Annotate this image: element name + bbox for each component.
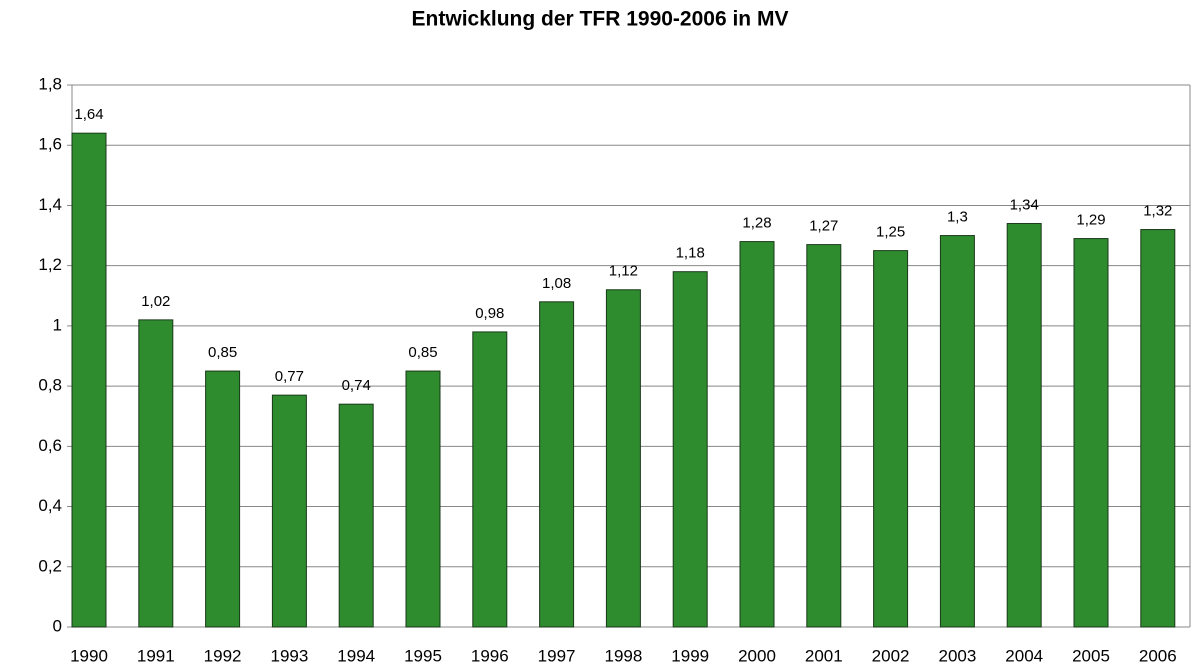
- value-label: 0,85: [208, 344, 237, 361]
- x-tick-label: 2004: [1005, 646, 1043, 665]
- bar: [873, 250, 909, 628]
- value-label: 1,32: [1143, 203, 1172, 220]
- y-tick-label: 1,8: [38, 74, 62, 93]
- value-label: 1,02: [141, 293, 170, 310]
- bar: [472, 331, 508, 628]
- x-tick-label: 1999: [671, 646, 709, 665]
- bar: [605, 289, 641, 628]
- x-tick-label: 2002: [872, 646, 910, 665]
- y-tick-label: 1,6: [38, 135, 62, 154]
- value-label: 1,28: [742, 215, 771, 232]
- bar: [138, 319, 174, 628]
- bar: [1073, 238, 1109, 628]
- value-label: 1,08: [542, 275, 571, 292]
- x-tick-label: 1990: [70, 646, 108, 665]
- chart-title: Entwicklung der TFR 1990-2006 in MV: [412, 8, 789, 31]
- value-label: 1,34: [1010, 196, 1039, 213]
- value-label: 1,25: [876, 224, 905, 241]
- bar: [1006, 223, 1042, 628]
- x-tick-label: 1992: [204, 646, 242, 665]
- x-tick-label: 1994: [337, 646, 375, 665]
- x-tick-label: 1998: [604, 646, 642, 665]
- value-label: 1,64: [74, 106, 103, 123]
- bar: [539, 301, 575, 628]
- y-tick-label: 0,6: [38, 436, 62, 455]
- x-tick-label: 2006: [1139, 646, 1177, 665]
- bar: [405, 370, 441, 628]
- value-label: 0,98: [475, 305, 504, 322]
- x-tick-label: 1991: [137, 646, 175, 665]
- y-tick-label: 0,4: [38, 496, 62, 515]
- bar: [271, 394, 307, 628]
- value-label: 1,29: [1076, 212, 1105, 229]
- bar: [939, 235, 975, 628]
- value-label: 0,74: [342, 377, 371, 394]
- value-label: 1,27: [809, 218, 838, 235]
- y-tick-label: 0,8: [38, 376, 62, 395]
- x-tick-label: 1997: [538, 646, 576, 665]
- value-label: 1,12: [609, 263, 638, 280]
- y-tick-label: 1,4: [38, 195, 62, 214]
- x-tick-label: 1993: [270, 646, 308, 665]
- x-tick-label: 2000: [738, 646, 776, 665]
- value-label: 0,77: [275, 368, 304, 385]
- bar: [672, 271, 708, 628]
- bar: [1140, 229, 1176, 628]
- y-tick-label: 0,2: [38, 556, 62, 575]
- x-tick-label: 1996: [471, 646, 509, 665]
- bar: [739, 241, 775, 628]
- y-tick-label: 1: [53, 315, 62, 334]
- x-tick-label: 2001: [805, 646, 843, 665]
- y-tick-label: 1,2: [38, 255, 62, 274]
- x-tick-label: 1995: [404, 646, 442, 665]
- bar: [806, 244, 842, 628]
- bar: [71, 132, 107, 628]
- y-tick-label: 0: [53, 616, 62, 635]
- value-label: 0,85: [408, 344, 437, 361]
- bar: [205, 370, 241, 628]
- value-label: 1,3: [947, 209, 968, 226]
- x-tick-label: 2005: [1072, 646, 1110, 665]
- value-label: 1,18: [676, 245, 705, 262]
- x-tick-label: 2003: [938, 646, 976, 665]
- bar: [338, 403, 374, 628]
